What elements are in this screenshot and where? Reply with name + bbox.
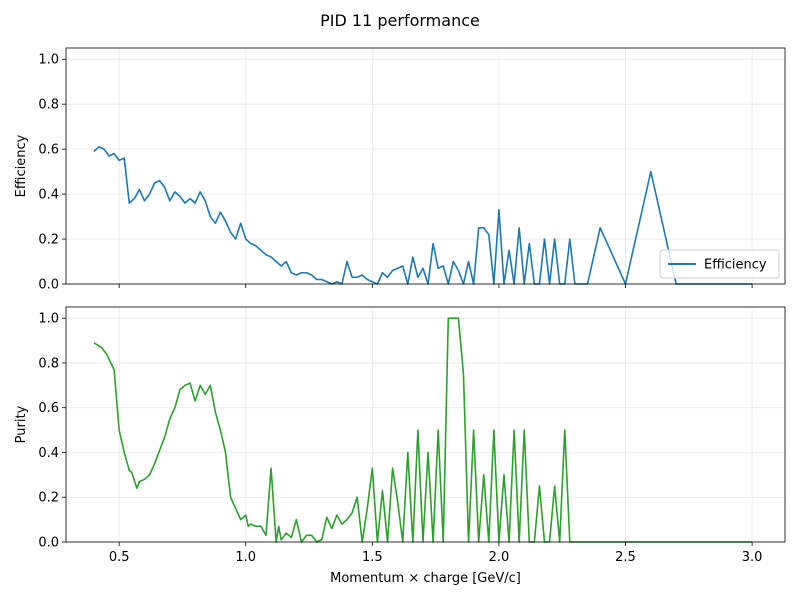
efficiency-y-tick-label: 0.6 (38, 143, 59, 158)
purity-y-axis-label: Purity (14, 405, 29, 443)
purity-panel: 0.5 1.0 1.5 2.0 2.5 3.0 0.0 0.2 0.4 0.6 0.8 1.0 Pur… (14, 306, 786, 586)
purity-x-tick-label: 1.0 (235, 550, 256, 565)
efficiency-legend: Efficiency (659, 249, 780, 279)
legend-label-efficiency: Efficiency (704, 258, 767, 273)
purity-x-tick-label: 2.0 (489, 550, 510, 565)
purity-y-tick-label: 0.6 (38, 401, 59, 416)
x-axis-label: Momentum × charge [GeV/c] (330, 571, 521, 586)
purity-ticks: 0.5 1.0 1.5 2.0 2.5 3.0 0.0 0.2 0.4 0.6 0.8 1.0 (38, 312, 762, 565)
purity-x-tick-label: 0.5 (109, 550, 130, 565)
purity-x-tick-label: 2.5 (615, 550, 636, 565)
efficiency-panel: 0.0 0.2 0.4 0.6 0.8 1.0 Efficiency Efficiency (14, 47, 786, 293)
purity-axes-frame (65, 306, 786, 543)
purity-y-tick-label: 1.0 (38, 312, 59, 327)
efficiency-plot-area (93, 146, 753, 285)
purity-plot-area (93, 317, 753, 543)
figure-title: PID 11 performance (320, 11, 480, 30)
efficiency-ticks: 0.0 0.2 0.4 0.6 0.8 1.0 (38, 53, 753, 293)
purity-y-tick-label: 0.8 (38, 356, 59, 371)
efficiency-y-tick-label: 1.0 (38, 53, 59, 68)
efficiency-y-tick-label: 0.8 (38, 98, 59, 113)
purity-x-tick-label: 3.0 (742, 550, 763, 565)
purity-y-tick-label: 0.4 (38, 446, 59, 461)
purity-series-line (93, 317, 753, 543)
efficiency-axes-frame (65, 47, 786, 285)
purity-x-tick-label: 1.5 (362, 550, 383, 565)
efficiency-y-axis-label: Efficiency (14, 134, 29, 197)
legend-box (659, 249, 780, 279)
purity-y-tick-label: 0.0 (38, 536, 59, 551)
efficiency-y-tick-label: 0.0 (38, 278, 59, 293)
efficiency-series-line (93, 146, 753, 285)
efficiency-y-tick-label: 0.4 (38, 188, 59, 203)
purity-y-tick-label: 0.2 (38, 491, 59, 506)
efficiency-y-tick-label: 0.2 (38, 233, 59, 248)
